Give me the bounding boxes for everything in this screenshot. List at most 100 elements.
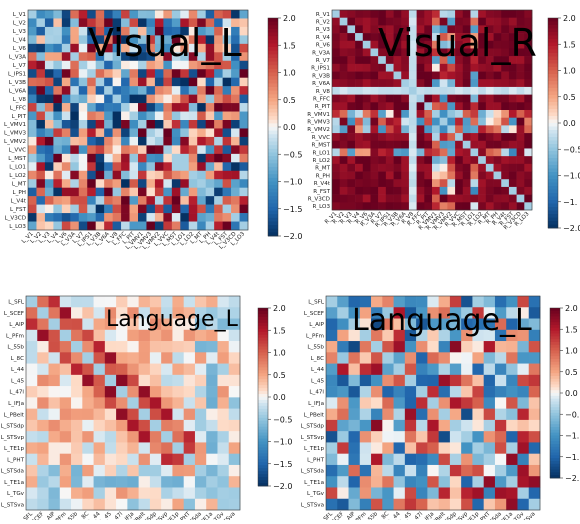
heatmap-cell (104, 52, 113, 62)
heatmap-cell (116, 307, 128, 319)
colorbar-segment (548, 53, 558, 57)
heatmap-cell (427, 386, 439, 398)
heatmap-cell (447, 40, 456, 49)
heatmap-cell (439, 163, 448, 172)
heatmap-cell (138, 374, 151, 387)
heatmap-cell (116, 296, 128, 308)
heatmap-cell (206, 296, 218, 308)
heatmap-cell (197, 179, 206, 188)
heatmap-cell (378, 140, 387, 149)
heatmap-cell (416, 476, 428, 488)
heatmap-cell (197, 162, 206, 172)
heatmap-cell (416, 25, 425, 34)
heatmap-cell (348, 453, 361, 466)
heatmap-cell (339, 171, 348, 180)
heatmap-cell (506, 442, 518, 454)
heatmap-cell (188, 162, 198, 172)
heatmap-cell (138, 111, 147, 121)
heatmap-cell (516, 125, 525, 134)
heatmap-cell (61, 69, 71, 78)
heatmap-cell (501, 33, 510, 42)
heatmap-cell (355, 202, 364, 211)
heatmap-cell (494, 464, 507, 477)
heatmap-cell (439, 56, 448, 65)
y-tick-label: L_VMV1 (4, 122, 26, 128)
heatmap-cell (217, 453, 230, 466)
y-tick-label: L_V8 (13, 97, 27, 103)
heatmap-cell (528, 498, 541, 511)
heatmap-cell (359, 352, 372, 364)
heatmap-cell (149, 296, 162, 308)
heatmap-cell (506, 374, 518, 387)
heatmap-cell (401, 194, 410, 203)
heatmap-cell (95, 52, 105, 62)
colorbar-segment (548, 154, 558, 159)
heatmap-cell (194, 408, 207, 421)
heatmap-cell (528, 487, 541, 500)
heatmap-cell (385, 79, 394, 88)
heatmap-cell (87, 103, 96, 112)
heatmap-cell (205, 196, 215, 205)
heatmap-cell (87, 187, 96, 197)
heatmap-cell (53, 145, 63, 155)
heatmap-cell (37, 431, 49, 443)
heatmap-cell (239, 52, 249, 62)
colorbar-segment (548, 109, 558, 113)
heatmap-cell (416, 156, 425, 165)
heatmap-cell (104, 145, 113, 155)
heatmap-cell (501, 186, 510, 195)
heatmap-cell (121, 204, 130, 214)
heatmap-cell (71, 498, 83, 511)
heatmap-cell (44, 111, 54, 121)
heatmap-cell (188, 60, 198, 70)
colorbar-segment (550, 342, 560, 346)
heatmap-cell (378, 102, 387, 111)
heatmap-cell (424, 194, 433, 203)
heatmap-cell (28, 77, 37, 87)
heatmap-cell (112, 179, 122, 188)
heatmap-cell (416, 56, 425, 65)
heatmap-cell (188, 187, 198, 197)
heatmap-cell (163, 69, 173, 78)
colorbar-tick-label: −0.5 (283, 150, 302, 159)
colorbar-segment (548, 88, 558, 92)
heatmap-cell (93, 386, 106, 398)
heatmap-cell (404, 487, 417, 500)
heatmap-cell (478, 202, 487, 211)
colorbar-segment (550, 322, 560, 326)
heatmap-cell (427, 498, 439, 511)
heatmap-cell (393, 79, 402, 88)
heatmap-cell (36, 43, 46, 53)
heatmap-cell (44, 187, 54, 197)
heatmap-cell (70, 204, 80, 214)
heatmap-cell (61, 86, 71, 95)
heatmap-cell (129, 52, 139, 62)
heatmap-cell (154, 69, 164, 78)
heatmap-cell (87, 94, 96, 104)
heatmap-cell (470, 25, 479, 34)
heatmap-cell (161, 442, 173, 454)
heatmap-cell (206, 318, 218, 331)
heatmap-cell (180, 18, 190, 28)
heatmap-cell (206, 476, 218, 488)
heatmap-cell (82, 408, 94, 421)
heatmap-cell (70, 35, 80, 45)
heatmap-cell (104, 18, 113, 28)
heatmap-cell (462, 17, 471, 26)
heatmap-cell (188, 204, 198, 214)
heatmap-cell (37, 442, 49, 454)
y-tick-label: R_IPS1 (311, 66, 330, 72)
colorbar-segment (548, 63, 558, 68)
heatmap-cell (393, 133, 402, 142)
heatmap-cell (104, 86, 113, 95)
colorbar-segment (268, 76, 278, 81)
y-tick-label: L_TE1p (304, 446, 324, 452)
heatmap-cell (138, 419, 151, 432)
heatmap-cell (217, 363, 230, 376)
heatmap-cell (524, 202, 533, 211)
heatmap-cell (87, 77, 96, 87)
heatmap-cell (146, 94, 156, 104)
heatmap-cell (121, 213, 130, 222)
heatmap-cell (154, 145, 164, 155)
heatmap-cell (438, 318, 451, 331)
